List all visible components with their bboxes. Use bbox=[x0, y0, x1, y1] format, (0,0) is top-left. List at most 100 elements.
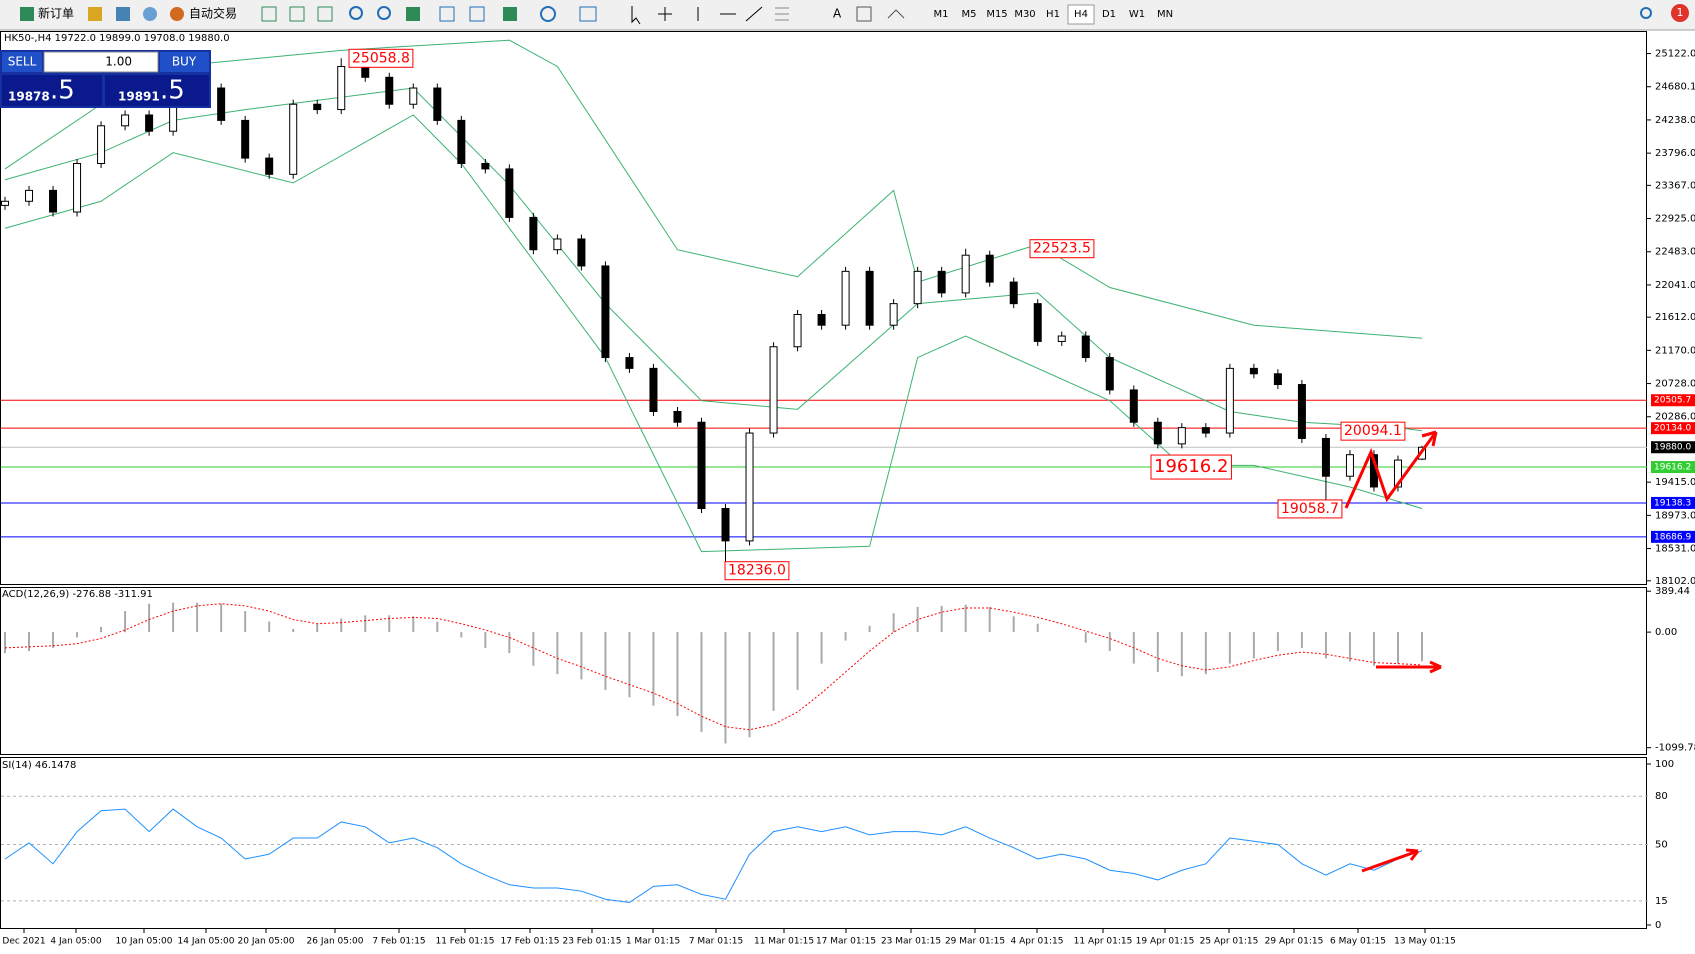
candle-body bbox=[385, 76, 394, 105]
toolbar-icon[interactable] bbox=[439, 6, 455, 22]
y-tick-label: 24680.1 bbox=[1655, 82, 1695, 93]
auto-trading-icon[interactable] bbox=[170, 7, 184, 21]
y-tick-label: 19415.0 bbox=[1655, 477, 1695, 488]
x-tick-label: 7 Feb 01:15 bbox=[372, 937, 425, 947]
toolbar-icon[interactable] bbox=[469, 6, 485, 22]
y-tick-label: 18102.0 bbox=[1655, 576, 1695, 587]
y-tick-label: 24238.0 bbox=[1655, 115, 1695, 126]
toolbar-icon[interactable] bbox=[88, 7, 102, 21]
candle-body bbox=[673, 410, 682, 423]
timeframe-button[interactable]: H1 bbox=[1046, 9, 1060, 20]
candle-body bbox=[1105, 357, 1114, 391]
candle-body bbox=[1393, 459, 1402, 488]
notification-badge[interactable] bbox=[1671, 4, 1689, 22]
timeframe-button[interactable]: W1 bbox=[1129, 9, 1145, 20]
new-order-button[interactable]: 新订单 bbox=[38, 6, 74, 21]
x-tick-label: 23 Feb 01:15 bbox=[562, 937, 621, 947]
y-tick-label: 18531.0 bbox=[1655, 544, 1695, 555]
candle-body bbox=[1, 200, 9, 206]
x-tick-label: Dec 2021 bbox=[2, 937, 45, 947]
symbol-header: HK50-,H4 19722.0 19899.0 19708.0 19880.0 bbox=[4, 33, 230, 44]
candle-body bbox=[49, 189, 58, 213]
timeframe-button[interactable]: M30 bbox=[1014, 9, 1035, 20]
zoom-out-icon[interactable] bbox=[377, 6, 391, 20]
buy-label[interactable]: BUY bbox=[172, 55, 197, 69]
candle-body bbox=[721, 508, 730, 542]
price-annotation-box bbox=[1277, 499, 1343, 519]
lots-input[interactable] bbox=[43, 51, 159, 73]
candle-body bbox=[1345, 454, 1354, 477]
zoom-in-icon[interactable] bbox=[349, 6, 363, 20]
timeframe-button[interactable]: MN bbox=[1157, 9, 1173, 20]
candle-body bbox=[265, 157, 274, 175]
macd-signal bbox=[4, 603, 1423, 731]
toolbar-icon[interactable] bbox=[503, 7, 517, 21]
price-annotation: 18236.0 bbox=[728, 563, 786, 579]
sell-label[interactable]: SELL bbox=[8, 55, 37, 69]
buy-button[interactable] bbox=[160, 52, 209, 72]
candle-body bbox=[1081, 335, 1090, 359]
x-tick-label: 17 Mar 01:15 bbox=[816, 937, 876, 947]
timeframe-button[interactable]: M5 bbox=[962, 9, 977, 20]
timeframe-button[interactable]: H4 bbox=[1074, 9, 1088, 20]
candle-body bbox=[961, 254, 970, 294]
trendline-icon[interactable] bbox=[745, 6, 763, 22]
label-icon[interactable] bbox=[856, 6, 872, 22]
timeframe-active[interactable] bbox=[1067, 4, 1095, 25]
candle-body bbox=[337, 65, 346, 111]
price-level-tag bbox=[1651, 441, 1695, 454]
timeframe-button[interactable]: D1 bbox=[1102, 9, 1116, 20]
lots-value[interactable]: 1.00 bbox=[105, 55, 132, 69]
ask-box[interactable] bbox=[105, 75, 209, 106]
x-tick-label: 25 Apr 01:15 bbox=[1200, 937, 1259, 947]
price-annotation: 19058.7 bbox=[1281, 501, 1339, 517]
y-tick-label: 0 bbox=[1655, 920, 1661, 931]
auto-trading-button[interactable]: 自动交易 bbox=[189, 6, 237, 21]
price-annotation-box bbox=[1150, 454, 1232, 480]
toolbar-icon[interactable] bbox=[406, 7, 420, 21]
text-tool[interactable]: A bbox=[833, 7, 842, 21]
rsi-panel bbox=[0, 757, 1647, 929]
search-icon[interactable] bbox=[1640, 7, 1652, 19]
x-tick-label: 10 Jan 05:00 bbox=[116, 937, 173, 947]
price-level-tag bbox=[1651, 394, 1695, 407]
x-tick-label: 23 Mar 01:15 bbox=[881, 937, 941, 947]
x-tick-label: 26 Jan 05:00 bbox=[307, 937, 364, 947]
toolbar-icon[interactable] bbox=[540, 6, 556, 22]
objects-icon[interactable] bbox=[887, 9, 905, 19]
toolbar-icon[interactable] bbox=[579, 6, 597, 22]
toolbar-icon[interactable] bbox=[317, 6, 333, 22]
candle-body bbox=[361, 65, 370, 78]
toolbar-icon[interactable] bbox=[261, 6, 277, 22]
timeframe-button[interactable]: M15 bbox=[986, 9, 1007, 20]
price-annotation: 20094.1 bbox=[1344, 423, 1402, 439]
candle-body bbox=[145, 114, 154, 132]
candle-body bbox=[529, 216, 538, 251]
price-level-tag bbox=[1651, 461, 1695, 474]
candle-body bbox=[121, 114, 130, 127]
timeframe-button[interactable]: M1 bbox=[934, 9, 949, 20]
sell-button[interactable] bbox=[2, 52, 42, 72]
toolbar-icon[interactable] bbox=[289, 6, 305, 22]
macd-plot: 389.44 0.00 -1099.78 bbox=[4, 586, 1695, 754]
bid-box[interactable] bbox=[2, 75, 102, 106]
x-tick-label: 29 Mar 01:15 bbox=[945, 937, 1005, 947]
cursor-icon[interactable] bbox=[631, 6, 641, 25]
notification-count[interactable]: 1 bbox=[1677, 6, 1684, 19]
crosshair-icon[interactable] bbox=[658, 7, 672, 21]
x-tick-label: 4 Jan 05:00 bbox=[50, 937, 102, 947]
new-order-icon[interactable] bbox=[20, 7, 34, 21]
drawn-arrow bbox=[1361, 848, 1420, 873]
toolbar-icon[interactable] bbox=[143, 7, 157, 21]
toolbar-icon[interactable] bbox=[116, 7, 130, 21]
candle-body bbox=[409, 87, 418, 105]
candle-body bbox=[97, 125, 106, 165]
y-tick-label: 15 bbox=[1655, 896, 1668, 907]
price-annotation-box bbox=[724, 561, 790, 581]
y-tick-label: 100 bbox=[1655, 759, 1674, 770]
channel-icon[interactable] bbox=[775, 7, 789, 21]
x-tick-label: 4 Apr 01:15 bbox=[1011, 937, 1064, 947]
candle-body bbox=[481, 163, 490, 170]
y-tick-label: 25122.0 bbox=[1655, 49, 1695, 60]
